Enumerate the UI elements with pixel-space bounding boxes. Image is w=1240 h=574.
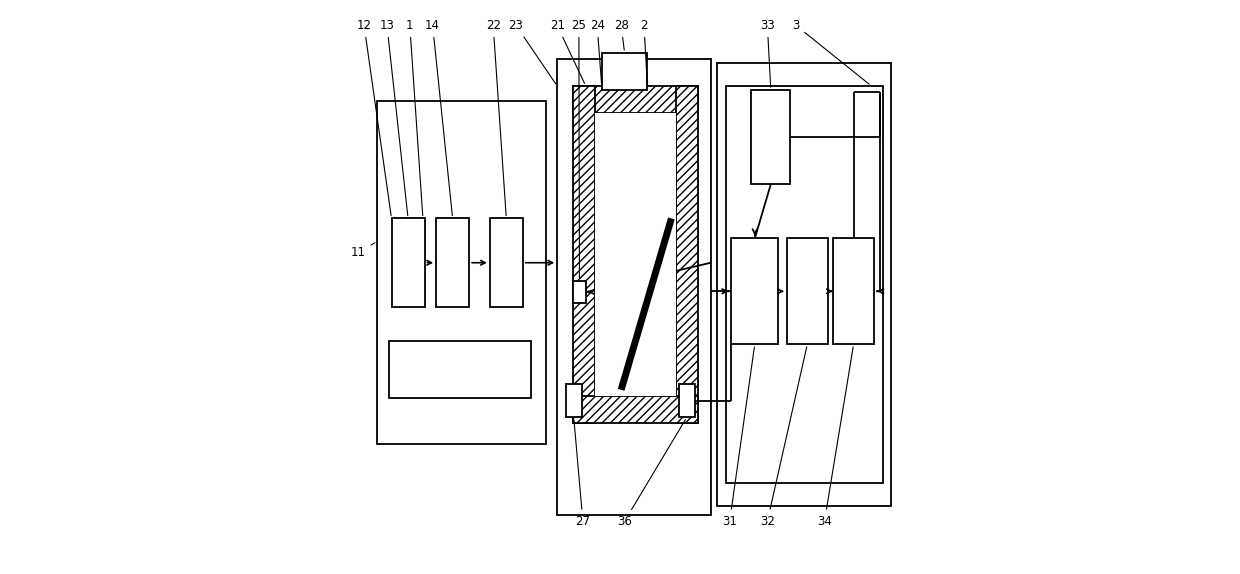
Bar <box>833 238 874 344</box>
Text: 36: 36 <box>618 420 686 528</box>
Text: 13: 13 <box>379 19 408 216</box>
Bar <box>573 86 698 113</box>
Bar <box>717 63 892 506</box>
Bar <box>436 219 469 307</box>
Text: 3: 3 <box>792 19 869 84</box>
Text: 11: 11 <box>351 243 374 259</box>
Bar <box>573 395 698 423</box>
Bar <box>601 53 647 90</box>
Bar <box>751 90 790 184</box>
Bar <box>573 281 585 303</box>
Text: 24: 24 <box>590 19 605 83</box>
Text: 33: 33 <box>760 19 775 87</box>
Text: 14: 14 <box>425 19 453 216</box>
Text: 31: 31 <box>722 347 754 528</box>
Text: 2: 2 <box>640 19 647 83</box>
Bar <box>490 219 523 307</box>
Bar <box>678 384 694 417</box>
Bar <box>725 86 883 483</box>
Text: 25: 25 <box>572 19 587 278</box>
Text: 28: 28 <box>614 19 629 50</box>
Bar <box>595 113 676 395</box>
Text: 32: 32 <box>760 347 807 528</box>
Text: 1: 1 <box>405 19 423 216</box>
Bar <box>377 102 546 444</box>
Bar <box>388 342 532 398</box>
Bar <box>392 219 424 307</box>
Bar <box>565 384 582 417</box>
Text: 12: 12 <box>357 19 391 216</box>
Text: 21: 21 <box>549 19 584 83</box>
Text: 22: 22 <box>486 19 506 216</box>
Bar <box>573 86 595 423</box>
Text: 34: 34 <box>817 347 853 528</box>
Bar <box>676 86 698 423</box>
Text: 23: 23 <box>508 19 556 84</box>
Bar <box>732 238 779 344</box>
Text: 27: 27 <box>574 420 590 528</box>
Bar <box>557 59 712 515</box>
Bar <box>787 238 828 344</box>
